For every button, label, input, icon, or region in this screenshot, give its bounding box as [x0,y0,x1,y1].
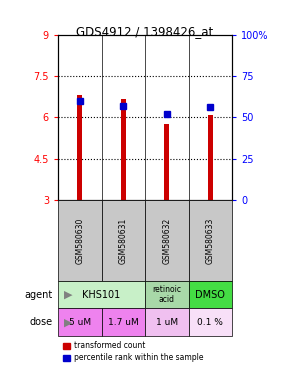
Text: retinoic
acid: retinoic acid [152,285,181,305]
Text: agent: agent [24,290,52,300]
FancyBboxPatch shape [58,281,145,308]
FancyBboxPatch shape [102,308,145,336]
Text: ▶: ▶ [64,317,72,327]
Text: dose: dose [29,317,52,327]
Legend: transformed count, percentile rank within the sample: transformed count, percentile rank withi… [62,340,205,364]
Text: GSM580630: GSM580630 [75,217,84,264]
Text: GSM580631: GSM580631 [119,217,128,263]
Text: KHS101: KHS101 [82,290,121,300]
Bar [77,95,82,200]
Text: GSM580633: GSM580633 [206,217,215,264]
Bar [208,114,213,200]
Bar [164,124,169,200]
Text: 1.7 uM: 1.7 uM [108,318,139,327]
FancyBboxPatch shape [188,308,232,336]
Text: 5 uM: 5 uM [69,318,91,327]
Text: ▶: ▶ [64,290,72,300]
FancyBboxPatch shape [58,200,102,281]
FancyBboxPatch shape [145,200,188,281]
FancyBboxPatch shape [145,281,188,308]
Text: DMSO: DMSO [195,290,225,300]
Bar [121,99,126,200]
Text: GDS4912 / 1398426_at: GDS4912 / 1398426_at [76,25,214,38]
FancyBboxPatch shape [188,281,232,308]
FancyBboxPatch shape [145,308,188,336]
FancyBboxPatch shape [102,200,145,281]
FancyBboxPatch shape [58,308,102,336]
Text: 0.1 %: 0.1 % [197,318,223,327]
FancyBboxPatch shape [188,200,232,281]
Text: 1 uM: 1 uM [156,318,178,327]
Text: GSM580632: GSM580632 [162,217,171,263]
